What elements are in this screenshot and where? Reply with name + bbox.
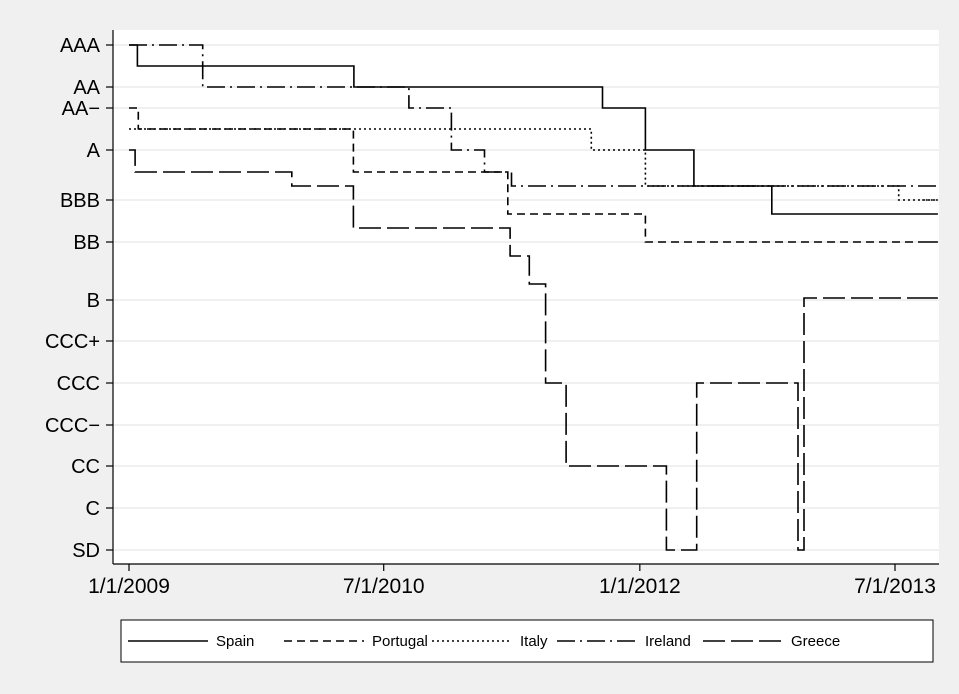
legend-label-italy: Italy — [520, 633, 548, 650]
y-tick-label: CCC− — [45, 415, 100, 437]
plot-area — [113, 30, 939, 564]
y-tick-label: CC — [71, 456, 100, 478]
y-tick-label: AAA — [60, 35, 101, 57]
y-tick-label: CCC+ — [45, 331, 100, 353]
legend-label-spain: Spain — [216, 633, 254, 650]
y-tick-label: A — [87, 140, 101, 162]
legend-box — [120, 619, 934, 663]
y-tick-label: SD — [72, 540, 100, 562]
y-tick-label: B — [87, 290, 100, 312]
series-lines — [129, 44, 938, 551]
series-line-portugal — [129, 107, 938, 243]
x-tick-label: 7/1/2013 — [854, 575, 936, 598]
x-tick-label: 1/1/2012 — [599, 575, 681, 598]
series-line-spain — [129, 44, 938, 215]
x-tick-label: 7/1/2010 — [343, 575, 425, 598]
legend: Spain Portugal Italy Ireland Greece — [120, 619, 934, 663]
series-line-greece — [129, 149, 938, 551]
series-line-italy — [129, 128, 938, 201]
legend-label-ireland: Ireland — [645, 633, 691, 650]
y-tick-label: CCC — [57, 373, 100, 395]
y-tick-label: AA− — [62, 98, 100, 120]
legend-label-greece: Greece — [791, 633, 840, 650]
x-tick-label: 1/1/2009 — [88, 575, 170, 598]
y-tick-label: BB — [73, 232, 100, 254]
legend-label-portugal: Portugal — [372, 633, 428, 650]
y-tick-label: AA — [73, 77, 100, 99]
y-tick-label: C — [86, 498, 100, 520]
y-tick-label: BBB — [60, 190, 100, 212]
series-line-ireland — [129, 44, 938, 187]
